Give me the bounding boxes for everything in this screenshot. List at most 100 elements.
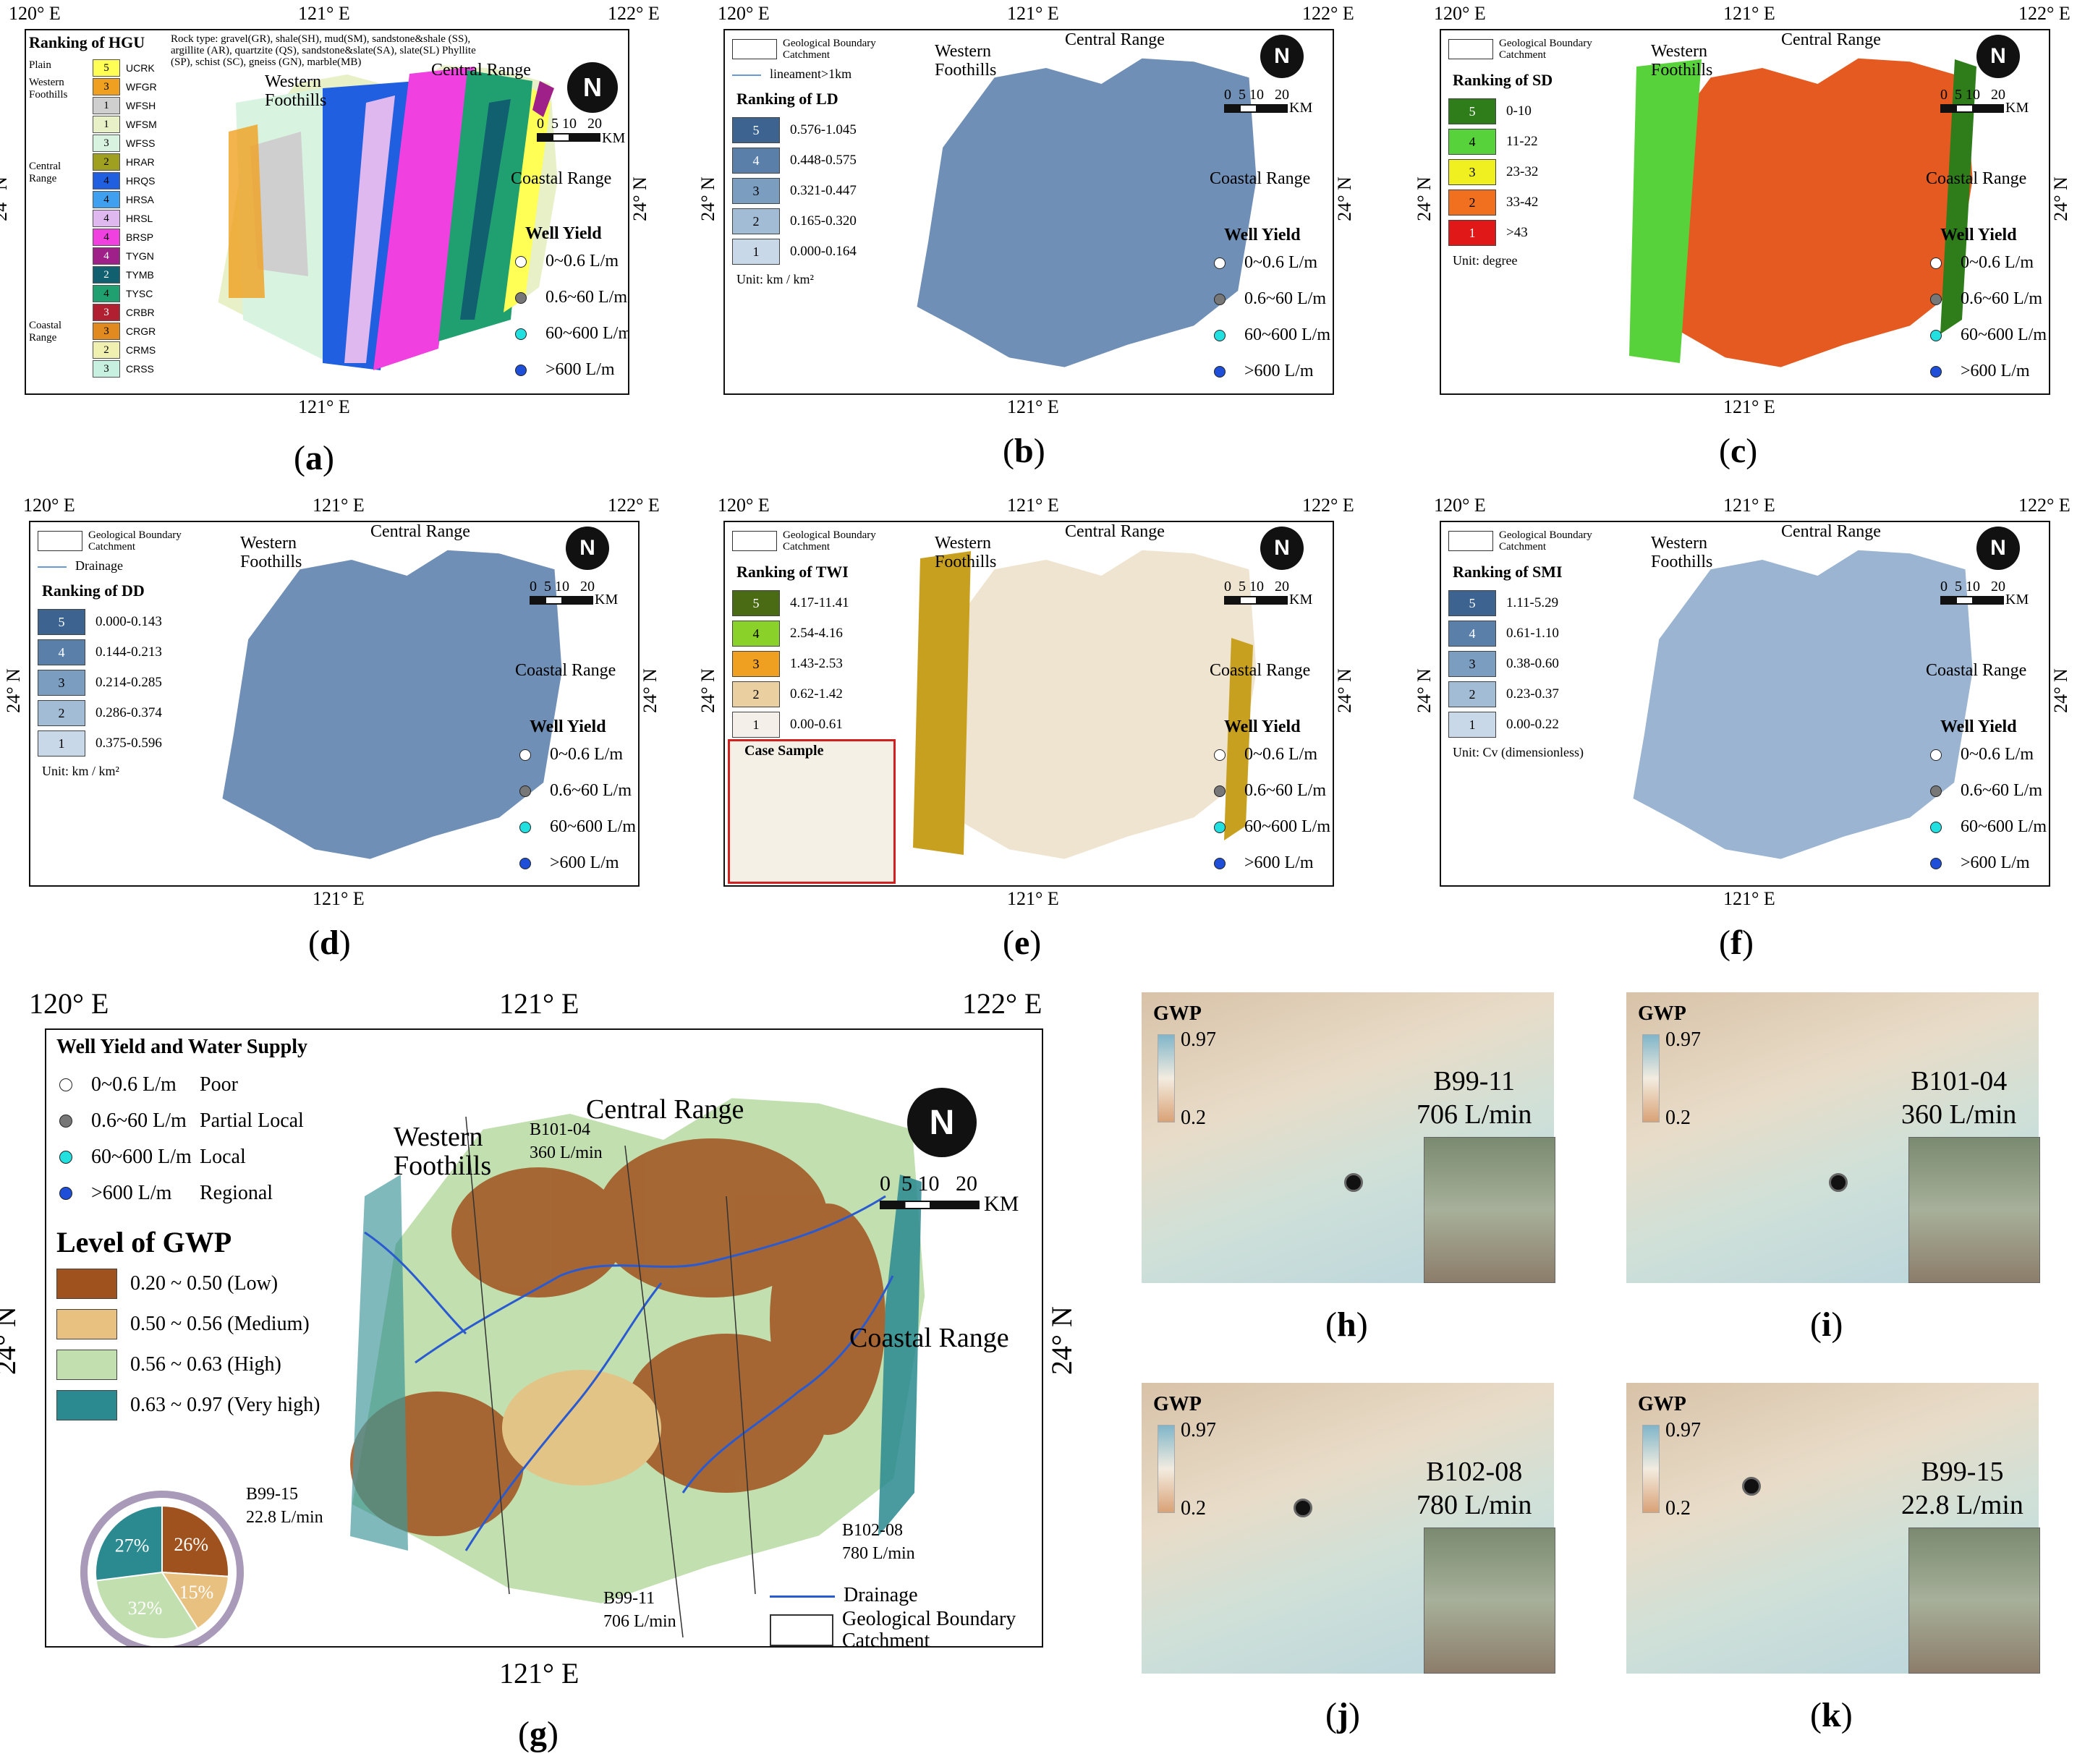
well-row: >600 L/m	[1930, 853, 2030, 873]
legend-range: 0.38-0.60	[1506, 656, 1559, 671]
legend-range: 0.448-0.575	[790, 153, 857, 168]
hgu-swatch: 5	[93, 59, 120, 77]
map-frame: Geological Boundary Catchment Drainage Ran…	[29, 521, 640, 887]
hgu-code: CRMS	[126, 344, 156, 356]
hgu-row: 3 WFGR	[93, 78, 157, 95]
hgu-code: UCRK	[126, 62, 155, 74]
gwp-legend-title: Level of GWP	[56, 1226, 232, 1258]
north-arrow-icon: N	[1976, 35, 2020, 78]
hgu-code: HRQS	[126, 175, 156, 187]
hgu-code: CRBR	[126, 307, 155, 318]
well-label: 0.6~60 L/m	[1244, 781, 1326, 800]
supply-yield: 0~0.6 L/m	[91, 1073, 177, 1096]
legend-swatch: 5	[732, 117, 780, 143]
legend-title: Ranking of SMI	[1453, 563, 1563, 581]
supply-yield: 60~600 L/m	[91, 1146, 192, 1168]
well-label: 0~0.6 L/m	[1244, 253, 1317, 272]
legend-row: 2 0.286-0.374	[38, 700, 162, 726]
hgu-row: 1 WFSH	[93, 97, 156, 114]
legend-row: 5 0.000-0.143	[38, 609, 162, 635]
scale-bar-g	[880, 1201, 980, 1209]
legend-range: 4.17-11.41	[790, 595, 849, 610]
panel-b: 120° E 121° E 122° E 24° N 24° N Geological B…	[695, 0, 1389, 470]
well-yield-title: Well Yield	[525, 224, 602, 243]
legend-range: 0.00-0.61	[790, 717, 843, 732]
legend-unit: Unit: km / km²	[42, 764, 119, 778]
legend-range: 33-42	[1506, 195, 1539, 210]
panel-g: 120° E 121° E 122° E 24° N 24° N	[0, 984, 1129, 1764]
well-dot-icon	[519, 749, 531, 761]
hgu-swatch: 2	[93, 266, 120, 284]
panel-c: 120° E 121° E 122° E 24° N 24° N Geological B…	[1411, 0, 2098, 470]
extra-line	[732, 74, 761, 76]
gwp-label: GWP	[1153, 1002, 1202, 1025]
legend-unit: Unit: km / km²	[736, 272, 814, 286]
inset-i: GWP 0.97 0.2 B101-04 360 L/min (i)	[1618, 984, 2044, 1360]
hgu-row: 1 WFSM	[93, 116, 157, 133]
boundary-legend: Geological Boundary Catchment	[1448, 38, 1592, 61]
coord-24-right: 24° N	[1333, 668, 1355, 713]
legend-swatch: 3	[732, 651, 780, 677]
place-coastal-a: Coastal Range	[511, 169, 612, 188]
place-central-g: Central Range	[586, 1094, 744, 1125]
place-central: Central Range	[1065, 522, 1165, 541]
well-site-photo	[1908, 1137, 2040, 1283]
inset-well-label: B99-15 22.8 L/min	[1901, 1455, 2023, 1522]
pie-slice-medium	[161, 1571, 229, 1630]
north-arrow-icon: N	[1260, 35, 1304, 78]
dot-poor-icon	[515, 255, 527, 268]
legend-row: 4 0.61-1.10	[1448, 621, 1559, 647]
well-label: >600 L/m	[1961, 853, 2030, 872]
legend-range: 11-22	[1506, 134, 1538, 149]
caption: (d)	[308, 924, 351, 962]
well-dot-icon	[1214, 749, 1226, 761]
case-sample-inset: Case Sample	[728, 739, 896, 884]
gwp-colorbar	[1158, 1425, 1175, 1513]
inset-well-label: B101-04 360 L/min	[1901, 1065, 2016, 1131]
inset-map: GWP 0.97 0.2 B102-08 780 L/min	[1142, 1383, 1555, 1674]
map-frame: Geological Boundary Catchment Ranking of …	[1440, 29, 2050, 395]
coord-121: 121° E	[1007, 495, 1059, 516]
legend-range: 0.144-0.213	[95, 644, 162, 660]
gwp-colorbar	[1642, 1425, 1660, 1513]
well-label: >600 L/m	[550, 853, 619, 872]
legend-swatch: 4	[732, 148, 780, 174]
legend-row: 1 >43	[1448, 220, 1528, 246]
north-arrow-icon: N	[566, 527, 609, 570]
gwp-min: 0.2	[1665, 1497, 1691, 1520]
coord-122: 122° E	[1302, 3, 1354, 24]
hgu-row: 4 BRSP	[93, 229, 153, 246]
caption-letter: d	[319, 924, 339, 962]
well-target-icon	[1344, 1173, 1363, 1192]
hgu-swatch: 4	[93, 191, 120, 208]
map-shape	[917, 58, 1257, 367]
legend-range: >43	[1506, 225, 1528, 240]
case-sample-title: Case Sample	[744, 743, 824, 759]
caption-letter: f	[1730, 924, 1742, 962]
well-target-icon	[1294, 1499, 1312, 1517]
legend-swatch: 4	[1448, 129, 1496, 155]
gwp-max: 0.97	[1181, 1419, 1216, 1441]
gwp-max: 0.97	[1665, 1419, 1701, 1441]
coord-24-right: 24° N	[629, 176, 650, 221]
caption: (i)	[1810, 1305, 1843, 1344]
coord-122: 122° E	[1302, 495, 1354, 516]
coord-121-bottom: 121° E	[1723, 396, 1775, 417]
well-b102-08: B102-08 780 L/min	[842, 1521, 915, 1563]
hgu-code: WFSM	[126, 119, 157, 130]
boundary-legend-g: Geological Boundary Catchment	[770, 1609, 1016, 1646]
coord-121-bottom: 121° E	[298, 396, 350, 417]
caption: (j)	[1325, 1696, 1360, 1734]
well-label: 0~0.6 L/m	[545, 252, 619, 270]
gwp-swatch	[56, 1390, 117, 1420]
coord-121: 121° E	[313, 495, 365, 516]
well-target-icon	[1742, 1477, 1761, 1496]
well-row-3: 60~600 L/m	[515, 324, 628, 344]
well-dot-icon	[1930, 785, 1942, 797]
coord-121-bottom: 121° E	[1007, 888, 1059, 909]
legend-row: 5 0.576-1.045	[732, 117, 857, 143]
scale-ticks: 0 5 10 20	[1224, 579, 1289, 595]
legend-row: 2 0.23-0.37	[1448, 681, 1559, 707]
legend-swatch: 1	[1448, 220, 1496, 246]
inset-well-yield: 706 L/min	[1417, 1099, 1532, 1130]
